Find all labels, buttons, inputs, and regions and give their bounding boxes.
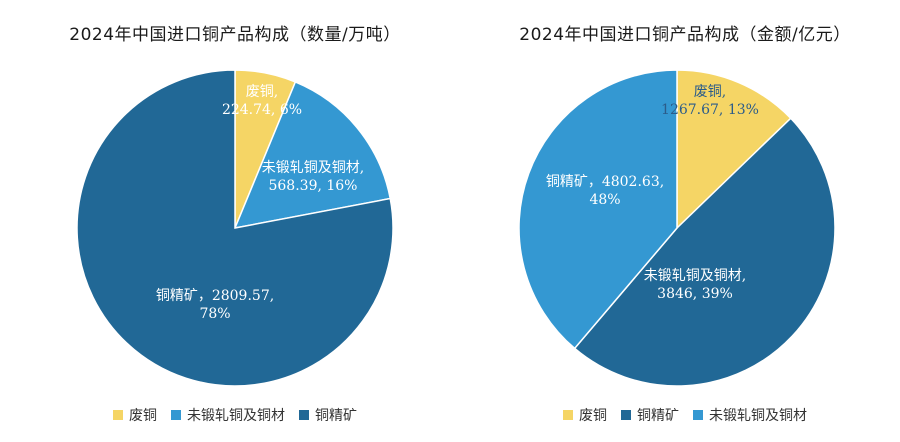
pie-data-label-line: 未锻轧铜及铜材, (644, 268, 746, 284)
legend-label: 未锻轧铜及铜材 (709, 408, 807, 424)
legend-swatch (693, 410, 703, 420)
pie-data-label-line: 224.74, 6% (222, 102, 302, 118)
legend-swatch (113, 410, 123, 420)
legend-item: 铜精矿 (299, 405, 357, 425)
pie-data-label-line: 未锻轧铜及铜材, (262, 160, 364, 176)
pie-data-label-line: 废铜, (246, 84, 278, 100)
pie-data-label-line: 1267.67, 13% (661, 102, 759, 118)
pie-data-label-line: 48% (589, 192, 620, 208)
pie-data-label-2: 未锻轧铜及铜材, 3846, 39% (644, 268, 746, 302)
chart-panel-quantity: 2024年中国进口铜产品构成（数量/万吨） 废铜, 224.74, 6% 未锻轧铜及… (0, 25, 470, 425)
pie-slice-2 (518, 69, 678, 350)
pie-data-label-line: 铜精矿，2809.57, (156, 288, 274, 304)
pie-slice-2 (76, 69, 394, 387)
legend-item: 铜精矿 (621, 405, 679, 425)
legend-swatch (563, 410, 573, 420)
legend-swatch (621, 410, 631, 420)
legend-label: 铜精矿 (637, 408, 679, 424)
legend-swatch (171, 410, 181, 420)
pie-data-label-1: 铜精矿，4802.63, 48% (546, 174, 664, 208)
chart-title: 2024年中国进口铜产品构成（数量/万吨） (69, 25, 401, 45)
pie-data-label-line: 铜精矿，4802.63, (546, 174, 664, 190)
chart-panel-amount: 2024年中国进口铜产品构成（金额/亿元） 废铜, 1267.67, 13% 铜精矿… (470, 0, 900, 442)
pie-data-label-0: 废铜, 224.74, 6% (222, 84, 302, 118)
chart-legend: 废铜 未锻轧铜及铜材 铜精矿 (0, 405, 470, 425)
legend-item: 未锻轧铜及铜材 (171, 405, 285, 425)
pie-data-label-line: 78% (199, 306, 230, 322)
legend-label: 废铜 (579, 408, 607, 424)
legend-label: 废铜 (129, 408, 157, 424)
legend-swatch (299, 410, 309, 420)
legend-label: 铜精矿 (315, 408, 357, 424)
pie-data-label-line: 568.39, 16% (268, 178, 357, 194)
legend-item: 废铜 (563, 405, 607, 425)
pie-slice-0 (676, 69, 792, 230)
pie-data-label-0: 废铜, 1267.67, 13% (661, 84, 759, 118)
legend-item: 未锻轧铜及铜材 (693, 405, 807, 425)
pie-slice-1 (573, 117, 836, 387)
pie-data-label-line: 废铜, (694, 84, 726, 100)
chart-title: 2024年中国进口铜产品构成（金额/亿元） (519, 25, 851, 45)
pie-data-label-2: 铜精矿，2809.57, 78% (156, 288, 274, 322)
pie-slice-1 (233, 81, 392, 229)
pie-chart-amount: 废铜, 1267.67, 13% 铜精矿，4802.63, 48% 未锻轧铜及铜材, 38… (518, 69, 836, 387)
pie-data-label-line: 3846, 39% (657, 286, 733, 302)
pie-data-label-1: 未锻轧铜及铜材, 568.39, 16% (262, 160, 364, 194)
chart-legend: 废铜 铜精矿 未锻轧铜及铜材 (470, 405, 900, 425)
pie-chart-quantity: 废铜, 224.74, 6% 未锻轧铜及铜材, 568.39, 16% 铜精矿，2809… (76, 69, 394, 387)
legend-label: 未锻轧铜及铜材 (187, 408, 285, 424)
legend-item: 废铜 (113, 405, 157, 425)
